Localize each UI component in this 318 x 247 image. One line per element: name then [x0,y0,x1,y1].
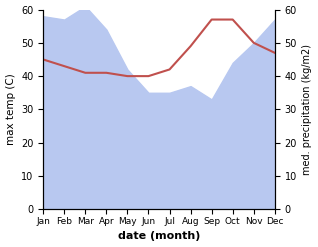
Y-axis label: med. precipitation (kg/m2): med. precipitation (kg/m2) [302,44,313,175]
X-axis label: date (month): date (month) [118,231,200,242]
Y-axis label: max temp (C): max temp (C) [5,74,16,145]
